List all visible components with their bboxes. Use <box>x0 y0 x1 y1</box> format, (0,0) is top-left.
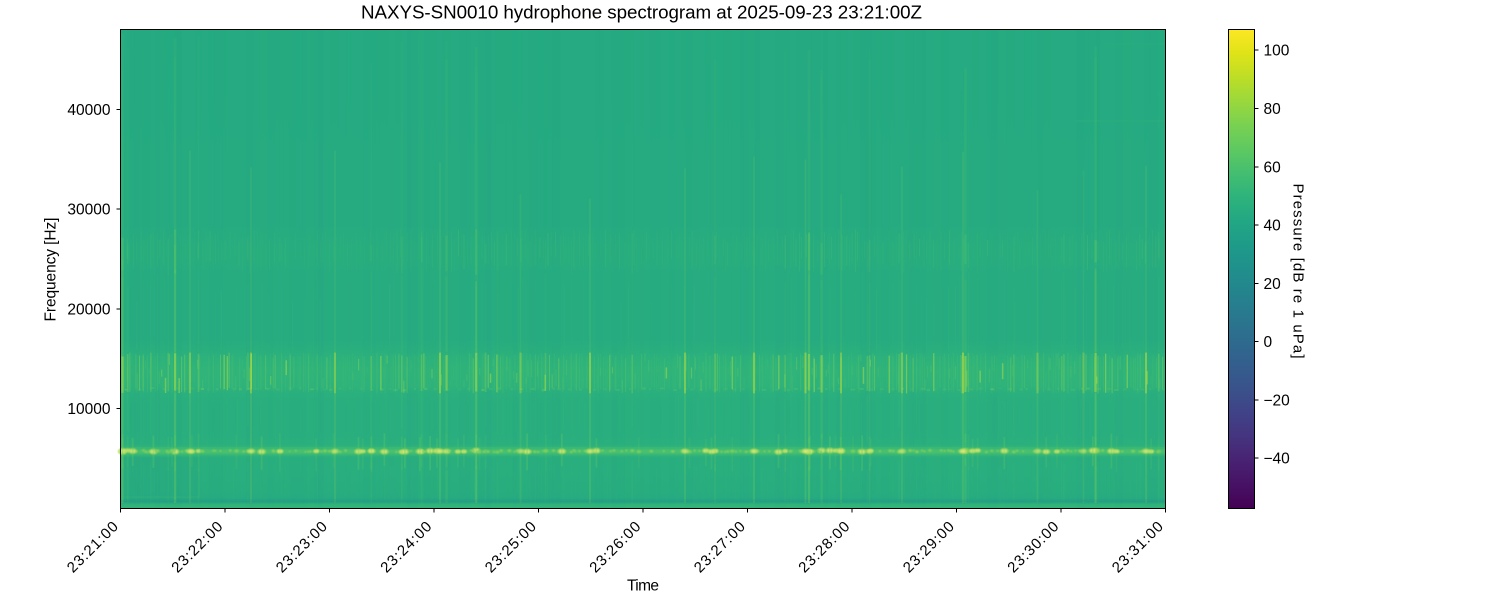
svg-text:20: 20 <box>1264 276 1282 293</box>
svg-text:60: 60 <box>1264 159 1282 176</box>
svg-text:Time: Time <box>627 578 659 595</box>
svg-text:−40: −40 <box>1264 451 1291 468</box>
svg-text:40000: 40000 <box>67 102 110 119</box>
svg-text:NAXYS-SN0010 hydrophone spectr: NAXYS-SN0010 hydrophone spectrogram at 2… <box>361 2 922 23</box>
svg-text:10000: 10000 <box>67 401 110 418</box>
svg-text:Frequency [Hz]: Frequency [Hz] <box>43 218 60 322</box>
svg-text:0: 0 <box>1264 334 1273 351</box>
svg-text:80: 80 <box>1264 101 1282 118</box>
svg-text:−20: −20 <box>1264 392 1291 409</box>
svg-text:20000: 20000 <box>67 301 110 318</box>
svg-text:100: 100 <box>1264 43 1290 60</box>
svg-text:30000: 30000 <box>67 202 110 219</box>
svg-text:40: 40 <box>1264 218 1282 235</box>
svg-text:Pressure [dB re 1 uPa]: Pressure [dB re 1 uPa] <box>1290 184 1307 359</box>
